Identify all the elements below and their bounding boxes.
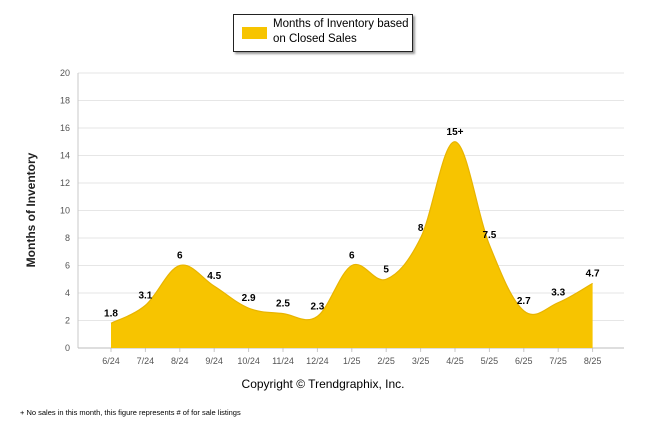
- data-label-7-24: 3.1: [138, 290, 152, 301]
- legend: Months of Inventory based on Closed Sale…: [233, 14, 413, 52]
- legend-swatch: [242, 27, 267, 39]
- y-tick-label: 8: [65, 233, 70, 243]
- y-tick-label: 6: [65, 261, 70, 271]
- x-tick-label: 7/25: [549, 356, 567, 366]
- y-tick-label: 14: [60, 151, 70, 161]
- series-months-of-inventory: [110, 141, 593, 348]
- y-tick-label: 16: [60, 123, 70, 133]
- x-tick-label: 6/24: [102, 356, 120, 366]
- x-tick-label: 6/25: [515, 356, 533, 366]
- x-tick-label: 1/25: [343, 356, 361, 366]
- x-tick-label: 4/25: [446, 356, 464, 366]
- data-label-2-25: 5: [383, 264, 389, 275]
- x-tick-label: 7/24: [137, 356, 155, 366]
- area-fill: [111, 141, 593, 348]
- x-tick-label: 2/25: [377, 356, 395, 366]
- x-tick-label: 9/24: [205, 356, 223, 366]
- y-tick-label: 2: [65, 316, 70, 326]
- data-label-8-24: 6: [177, 251, 183, 262]
- legend-label: Months of Inventory based on Closed Sale…: [273, 18, 409, 45]
- copyright-text: Copyright © Trendgraphix, Inc.: [241, 377, 405, 391]
- y-tick-label: 18: [60, 96, 70, 106]
- x-tick-label: 11/24: [272, 356, 294, 366]
- y-axis-title: Months of Inventory: [24, 152, 38, 268]
- data-label-11-24: 2.5: [276, 299, 290, 310]
- y-tick-label: 20: [60, 68, 70, 78]
- data-label-6-24: 1.8: [104, 308, 118, 319]
- data-label-4-25: 15+: [447, 127, 464, 138]
- data-label-12-24: 2.3: [310, 301, 324, 312]
- data-label-7-25: 3.3: [551, 288, 565, 299]
- data-label-3-25: 8: [418, 223, 424, 234]
- x-tick-label: 12/24: [306, 356, 329, 366]
- x-tick-label: 3/25: [412, 356, 430, 366]
- x-tick-label: 10/24: [237, 356, 260, 366]
- y-tick-label: 10: [60, 206, 70, 216]
- axes: 0 2 4 6 8 10 12 14 16 18 20 6/24 7/24 8/24 9/24 10/24 11…: [60, 68, 624, 366]
- y-tick-label: 0: [65, 343, 70, 353]
- data-label-6-25: 2.7: [517, 296, 531, 307]
- x-tick-label: 8/24: [171, 356, 189, 366]
- data-label-10-24: 2.9: [242, 293, 256, 304]
- area-line: [110, 141, 593, 324]
- x-tick-label: 8/25: [584, 356, 602, 366]
- data-label-8-25: 4.7: [586, 268, 600, 279]
- footnote-text: + No sales in this month, this figure re…: [20, 408, 241, 417]
- data-labels: 1.8 3.1 6 4.5 2.9 2.5 2.3 6 5 8 15+ 7.5 2.7 3.3 4.7: [104, 127, 600, 320]
- data-label-5-25: 7.5: [482, 230, 496, 241]
- data-label-1-25: 6: [349, 251, 355, 262]
- y-tick-label: 4: [65, 288, 70, 298]
- x-tick-label: 5/25: [481, 356, 499, 366]
- data-label-9-24: 4.5: [207, 271, 221, 282]
- y-tick-label: 12: [60, 178, 70, 188]
